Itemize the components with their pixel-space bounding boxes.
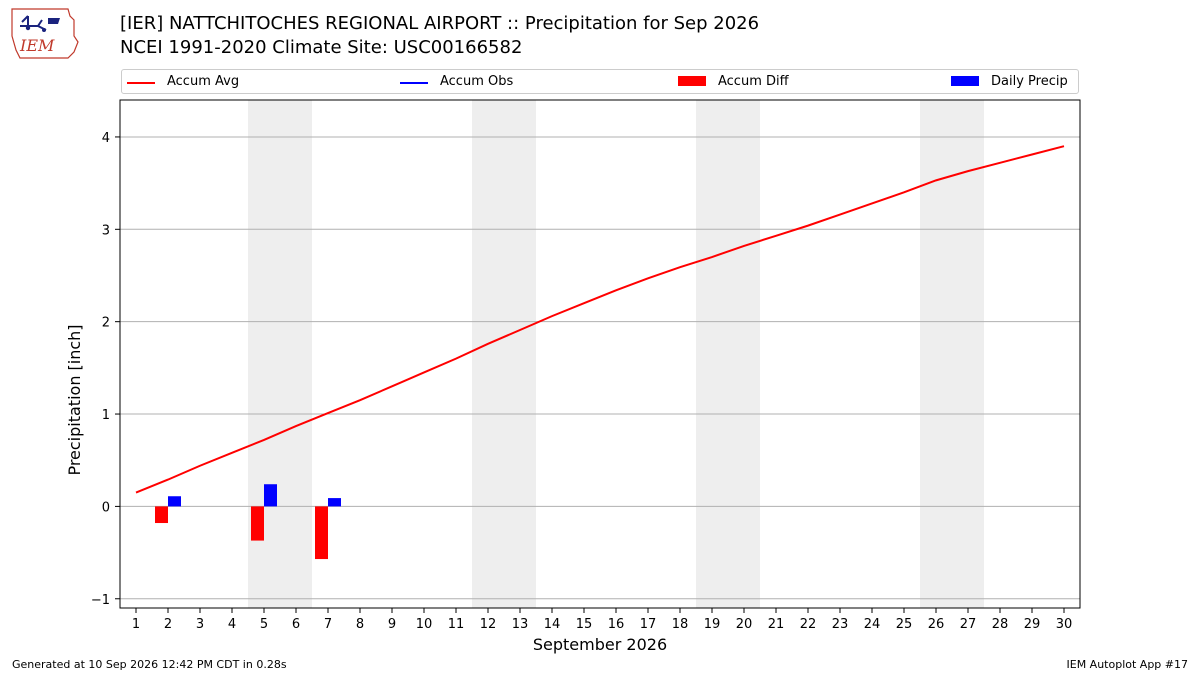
x-tick-label: 23	[832, 617, 849, 632]
x-axis-label: September 2026	[533, 635, 667, 654]
generated-timestamp: Generated at 10 Sep 2026 12:42 PM CDT in…	[12, 658, 287, 671]
x-tick-label: 4	[228, 617, 236, 632]
app-credit: IEM Autoplot App #17	[1066, 658, 1189, 671]
legend-swatch-daily-precip	[951, 76, 979, 86]
x-tick-label: 22	[800, 617, 817, 632]
x-tick-label: 1	[132, 617, 140, 632]
x-tick-label: 3	[196, 617, 204, 632]
x-tick-label: 29	[1024, 617, 1041, 632]
y-tick-label: 0	[102, 500, 110, 515]
chart-subtitle: NCEI 1991-2020 Climate Site: USC00166582	[120, 37, 523, 58]
x-tick-label: 28	[992, 617, 1009, 632]
legend-label-accum-obs: Accum Obs	[440, 74, 514, 89]
x-tick-label: 17	[640, 617, 657, 632]
x-tick-label: 25	[896, 617, 913, 632]
x-tick-label: 8	[356, 617, 364, 632]
weekend-shade-27	[952, 100, 984, 608]
weekend-shade-12	[472, 100, 504, 608]
x-tick-label: 5	[260, 617, 268, 632]
x-tick-label: 6	[292, 617, 300, 632]
x-tick-label: 9	[388, 617, 396, 632]
x-tick-label: 30	[1056, 617, 1073, 632]
logo-text: IEM	[19, 36, 55, 55]
daily-precip-bar-2	[168, 496, 181, 507]
weekend-shade-20	[728, 100, 760, 608]
legend-swatch-accum-obs	[400, 82, 428, 84]
x-tick-label: 13	[512, 617, 529, 632]
y-axis-label: Precipitation [inch]	[65, 324, 84, 475]
accum-diff-bar-5	[251, 506, 264, 541]
y-tick-label: 4	[102, 131, 110, 146]
accum-avg-line	[135, 145, 1065, 494]
weekend-shade-19	[696, 100, 728, 608]
y-tick-label: 1	[102, 408, 110, 423]
legend-swatch-accum-avg	[127, 82, 155, 84]
x-tick-label: 7	[324, 617, 332, 632]
x-tick-label: 24	[864, 617, 881, 632]
accum-diff-bar-7	[315, 506, 328, 560]
x-tick-label: 21	[768, 617, 785, 632]
iem-logo: IEM	[11, 8, 79, 59]
y-tick-label: 2	[102, 316, 110, 331]
x-tick-label: 27	[960, 617, 977, 632]
x-tick-label: 14	[544, 617, 561, 632]
legend-swatch-accum-diff	[678, 76, 706, 86]
legend-label-daily-precip: Daily Precip	[991, 74, 1068, 89]
daily-precip-bar-5	[264, 484, 277, 507]
x-tick-label: 26	[928, 617, 945, 632]
weekend-shade-13	[504, 100, 536, 608]
x-tick-label: 12	[480, 617, 497, 632]
chart-legend: Accum Avg Accum Obs Accum Diff Daily Pre…	[121, 69, 1079, 94]
y-tick-label: −1	[91, 593, 110, 608]
chart-title: [IER] NATTCHITOCHES REGIONAL AIRPORT :: …	[120, 13, 760, 34]
x-tick-label: 10	[416, 617, 433, 632]
legend-label-accum-avg: Accum Avg	[167, 74, 240, 89]
legend-label-accum-diff: Accum Diff	[718, 74, 789, 89]
x-tick-label: 19	[704, 617, 721, 632]
plot-frame	[119, 99, 1081, 609]
x-tick-label: 15	[576, 617, 593, 632]
x-tick-label: 11	[448, 617, 465, 632]
x-tick-label: 2	[164, 617, 172, 632]
x-tick-label: 20	[736, 617, 753, 632]
y-tick-label: 3	[102, 223, 110, 238]
accum-diff-bar-2	[155, 506, 168, 524]
x-tick-label: 18	[672, 617, 689, 632]
daily-precip-bar-7	[328, 498, 341, 507]
weekend-shade-6	[280, 100, 312, 608]
x-tick-label: 16	[608, 617, 625, 632]
